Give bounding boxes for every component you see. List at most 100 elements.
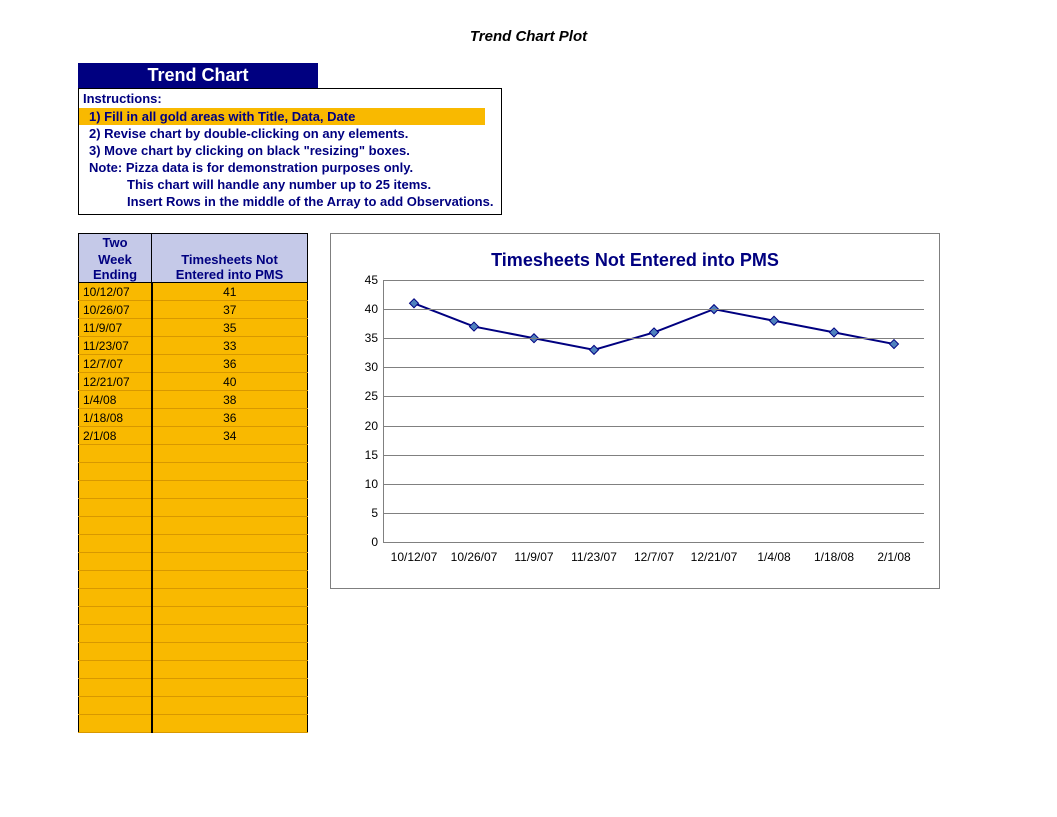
table-row[interactable]: 11/23/0733 [79, 337, 308, 355]
table-row[interactable]: 1/18/0836 [79, 409, 308, 427]
table-cell-value[interactable] [152, 499, 308, 517]
chart-x-tick-label: 10/12/07 [391, 550, 438, 564]
table-cell-value[interactable]: 38 [152, 391, 308, 409]
chart-gridline [384, 426, 924, 427]
chart-gridline [384, 396, 924, 397]
table-cell-date[interactable]: 11/9/07 [79, 319, 152, 337]
table-row[interactable] [79, 679, 308, 697]
table-row[interactable] [79, 481, 308, 499]
table-cell-value[interactable] [152, 715, 308, 733]
table-cell-date[interactable] [79, 661, 152, 679]
chart-x-tick-label: 10/26/07 [451, 550, 498, 564]
table-cell-date[interactable] [79, 481, 152, 499]
table-cell-value[interactable] [152, 463, 308, 481]
table-cell-date[interactable] [79, 679, 152, 697]
table-cell-date[interactable]: 11/23/07 [79, 337, 152, 355]
table-row[interactable]: 10/26/0737 [79, 301, 308, 319]
table-cell-date[interactable] [79, 499, 152, 517]
table-cell-value[interactable]: 35 [152, 319, 308, 337]
table-row[interactable]: 12/21/0740 [79, 373, 308, 391]
table-cell-value[interactable]: 37 [152, 301, 308, 319]
table-cell-value[interactable] [152, 607, 308, 625]
table-cell-value[interactable]: 36 [152, 409, 308, 427]
table-row[interactable] [79, 553, 308, 571]
table-row[interactable]: 12/7/0736 [79, 355, 308, 373]
chart-y-tick-label: 20 [365, 419, 378, 433]
table-cell-date[interactable] [79, 463, 152, 481]
table-header-value: Timesheets Not Entered into PMS [152, 234, 308, 283]
chart-y-tick-label: 30 [365, 360, 378, 374]
table-cell-date[interactable]: 12/7/07 [79, 355, 152, 373]
table-cell-value[interactable] [152, 553, 308, 571]
table-cell-date[interactable] [79, 535, 152, 553]
chart-x-tick-label: 1/18/08 [814, 550, 854, 564]
table-row[interactable] [79, 571, 308, 589]
table-header-date: TwoWeek Ending [79, 234, 152, 283]
chart-gridline [384, 280, 924, 281]
table-row[interactable] [79, 607, 308, 625]
chart-y-tick-label: 45 [365, 273, 378, 287]
table-cell-value[interactable] [152, 625, 308, 643]
table-cell-value[interactable] [152, 517, 308, 535]
chart-y-tick-label: 25 [365, 389, 378, 403]
data-table[interactable]: TwoWeek Ending Timesheets Not Entered in… [78, 233, 308, 733]
table-row[interactable] [79, 643, 308, 661]
table-cell-value[interactable] [152, 589, 308, 607]
table-cell-date[interactable] [79, 625, 152, 643]
table-cell-date[interactable] [79, 571, 152, 589]
table-cell-value[interactable]: 34 [152, 427, 308, 445]
table-cell-date[interactable]: 1/18/08 [79, 409, 152, 427]
table-cell-value[interactable]: 36 [152, 355, 308, 373]
chart-line-svg [384, 280, 924, 542]
table-cell-value[interactable] [152, 679, 308, 697]
table-row[interactable] [79, 661, 308, 679]
chart-container[interactable]: Timesheets Not Entered into PMS 05101520… [330, 233, 940, 589]
table-row[interactable]: 2/1/0834 [79, 427, 308, 445]
table-cell-value[interactable] [152, 697, 308, 715]
chart-x-tick-label: 2/1/08 [877, 550, 910, 564]
table-cell-value[interactable] [152, 535, 308, 553]
table-row[interactable] [79, 517, 308, 535]
chart-y-tick-label: 0 [371, 535, 378, 549]
chart-y-tick-label: 15 [365, 448, 378, 462]
table-cell-value[interactable] [152, 643, 308, 661]
table-row[interactable] [79, 625, 308, 643]
table-cell-date[interactable] [79, 715, 152, 733]
table-cell-date[interactable] [79, 607, 152, 625]
table-cell-value[interactable] [152, 481, 308, 499]
table-row[interactable] [79, 499, 308, 517]
table-cell-date[interactable] [79, 517, 152, 535]
table-row[interactable]: 1/4/0838 [79, 391, 308, 409]
table-cell-value[interactable] [152, 661, 308, 679]
chart-x-tick-label: 12/7/07 [634, 550, 674, 564]
chart-gridline [384, 309, 924, 310]
table-row[interactable]: 10/12/0741 [79, 283, 308, 301]
table-cell-value[interactable]: 33 [152, 337, 308, 355]
table-row[interactable] [79, 589, 308, 607]
chart-x-tick-label: 12/21/07 [691, 550, 738, 564]
table-cell-value[interactable]: 41 [152, 283, 308, 301]
table-cell-date[interactable]: 12/21/07 [79, 373, 152, 391]
table-cell-value[interactable] [152, 445, 308, 463]
table-row[interactable] [79, 463, 308, 481]
chart-y-tick-label: 40 [365, 302, 378, 316]
table-row[interactable] [79, 445, 308, 463]
chart-x-tick-label: 11/23/07 [571, 550, 617, 564]
table-row[interactable] [79, 715, 308, 733]
table-cell-value[interactable]: 40 [152, 373, 308, 391]
table-cell-value[interactable] [152, 571, 308, 589]
table-cell-date[interactable] [79, 589, 152, 607]
table-cell-date[interactable]: 2/1/08 [79, 427, 152, 445]
table-cell-date[interactable]: 1/4/08 [79, 391, 152, 409]
table-cell-date[interactable] [79, 697, 152, 715]
table-cell-date[interactable]: 10/12/07 [79, 283, 152, 301]
table-cell-date[interactable] [79, 553, 152, 571]
table-cell-date[interactable]: 10/26/07 [79, 301, 152, 319]
table-row[interactable]: 11/9/0735 [79, 319, 308, 337]
instructions-box: Instructions: 1) Fill in all gold areas … [78, 88, 502, 215]
table-cell-date[interactable] [79, 445, 152, 463]
table-row[interactable] [79, 535, 308, 553]
chart-gridline [384, 455, 924, 456]
table-row[interactable] [79, 697, 308, 715]
table-cell-date[interactable] [79, 643, 152, 661]
